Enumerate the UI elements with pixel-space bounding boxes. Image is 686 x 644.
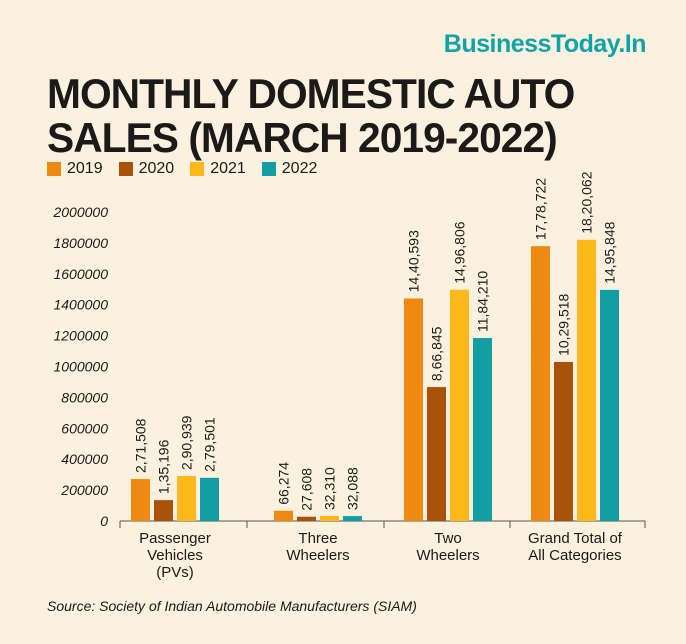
bar-value-label: 14,40,593	[406, 230, 422, 292]
bar-2020	[297, 516, 316, 521]
bar-value-label: 2,79,501	[202, 417, 218, 472]
bar-value-label: 14,96,806	[452, 221, 468, 283]
x-category-label: Two Wheelers	[416, 530, 479, 564]
bar-2022	[600, 289, 619, 521]
bar-2022	[343, 516, 362, 521]
bar-value-label: 17,78,722	[533, 178, 549, 240]
y-tick-label: 1800000	[53, 235, 108, 251]
legend-item-2020: 2020	[118, 160, 175, 178]
chart-title-line-1: MONTHLY DOMESTIC AUTO	[47, 70, 575, 117]
bar-2022	[200, 477, 219, 521]
y-tick-label: 1000000	[53, 359, 108, 375]
legend-swatch-2020	[118, 162, 133, 176]
x-category-label-line: Three	[298, 530, 337, 547]
bar-2020	[154, 500, 173, 521]
bar-value-label: 8,66,845	[429, 326, 445, 381]
legend-label-2020: 2020	[138, 160, 175, 177]
bar-2019	[531, 246, 550, 522]
legend-item-2019: 2019	[47, 160, 103, 178]
bar-2019	[131, 479, 150, 521]
bar-2021	[320, 516, 339, 521]
source-note: Source: Society of Indian Automobile Man…	[47, 598, 417, 614]
legend-item-2022: 2022	[261, 160, 318, 178]
legend-label-2019: 2019	[67, 160, 103, 177]
y-tick-label: 600000	[61, 420, 108, 436]
bar-2020	[427, 387, 446, 521]
y-tick-label: 1200000	[53, 328, 108, 344]
x-category-label-line: (PVs)	[156, 564, 194, 581]
bar-value-label: 18,20,062	[579, 171, 595, 233]
x-category-label: Three Wheelers	[286, 530, 349, 564]
legend: 2019 2020 2021 2022	[47, 160, 317, 178]
chart-title-line-2: SALES (MARCH 2019-2022)	[47, 114, 558, 161]
bar-2021	[177, 476, 196, 521]
brand-logo: BusinessToday.In	[443, 30, 647, 58]
legend-swatch-2019	[47, 162, 61, 176]
bar-value-label: 14,95,848	[602, 221, 618, 283]
y-tick-label: 2000000	[52, 204, 108, 220]
y-tick-label: 1600000	[53, 266, 108, 282]
legend-swatch-2022	[261, 162, 276, 176]
bar-2020	[554, 361, 573, 521]
x-category-label-line: Passenger	[139, 530, 211, 547]
x-category-label-line: Wheelers	[416, 547, 479, 564]
bar-value-label: 1,35,196	[156, 439, 172, 494]
bar-2019	[404, 298, 423, 521]
y-tick-label: 800000	[61, 389, 108, 405]
x-category-label-line: Two	[434, 530, 462, 547]
legend-label-2022: 2022	[281, 160, 318, 177]
bar-value-label: 27,608	[299, 468, 315, 511]
y-tick-label: 200000	[60, 482, 108, 498]
bar-2022	[473, 338, 492, 521]
bar-2019	[274, 510, 293, 521]
bar-value-label: 10,29,518	[556, 293, 572, 355]
y-tick-label: 0	[100, 513, 108, 529]
x-category-label-line: Vehicles	[147, 547, 203, 564]
legend-swatch-2021	[190, 162, 205, 176]
x-category-label-line: Wheelers	[286, 547, 349, 564]
bar-value-label: 66,274	[276, 462, 292, 505]
bar-value-label: 2,71,508	[133, 418, 149, 473]
y-tick-label: 400000	[61, 451, 108, 467]
bar-2021	[450, 289, 469, 521]
x-category-label-line: All Categories	[528, 547, 621, 564]
legend-item-2021: 2021	[190, 160, 246, 178]
bar-2021	[577, 239, 596, 521]
y-tick-label: 1400000	[53, 297, 108, 313]
x-category-label: Passenger Vehicles (PVs)	[139, 530, 211, 581]
x-category-label: Grand Total of All Categories	[528, 530, 623, 564]
bar-value-label: 32,088	[345, 467, 361, 510]
legend-label-2021: 2021	[210, 160, 246, 177]
bar-value-label: 32,310	[322, 467, 338, 510]
chart-title: MONTHLY DOMESTIC AUTO SALES (MARCH 2019-…	[47, 72, 639, 160]
x-category-label-line: Grand Total of	[528, 530, 623, 547]
bar-value-label: 2,90,939	[179, 415, 195, 470]
bar-value-label: 11,84,210	[475, 271, 491, 332]
